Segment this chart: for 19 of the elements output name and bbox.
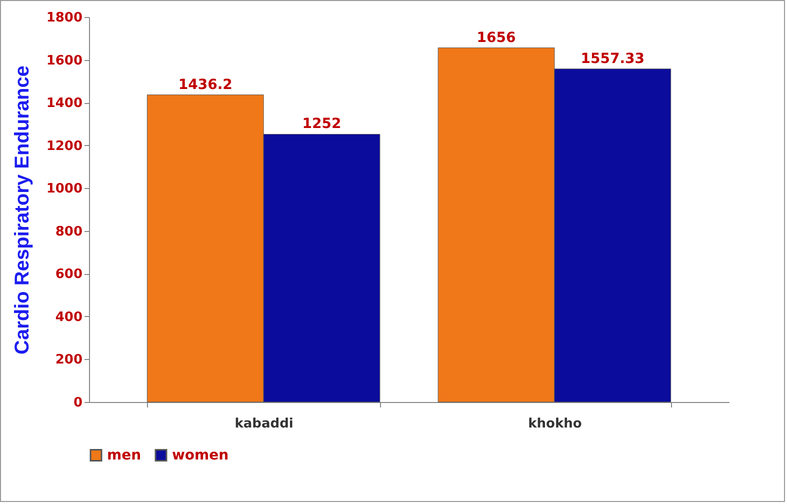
x-tick-label: kabaddi bbox=[234, 416, 294, 432]
legend-label: men bbox=[107, 447, 142, 464]
legend-label: women bbox=[172, 447, 229, 464]
y-tick-label: 600 bbox=[55, 267, 82, 282]
y-tick-label: 1600 bbox=[46, 53, 82, 68]
y-tick-label: 0 bbox=[73, 396, 82, 410]
y-tick-label: 800 bbox=[55, 224, 82, 240]
y-tick-label: 200 bbox=[55, 352, 82, 368]
y-tick-label: 1200 bbox=[46, 138, 82, 154]
y-tick-label: 1000 bbox=[46, 182, 82, 197]
y-tick-label: 400 bbox=[55, 310, 82, 325]
data-label: 1252 bbox=[302, 116, 342, 132]
y-tick-label: 1400 bbox=[46, 96, 82, 112]
y-tick-label: 1800 bbox=[46, 10, 82, 26]
data-label: 1656 bbox=[476, 30, 516, 46]
x-tick-label: khokho bbox=[528, 416, 582, 432]
data-label: 1436.2 bbox=[178, 76, 232, 93]
data-label: 1557.33 bbox=[580, 50, 645, 67]
y-axis-title: Cardio Respiratory Endurance bbox=[11, 66, 34, 354]
